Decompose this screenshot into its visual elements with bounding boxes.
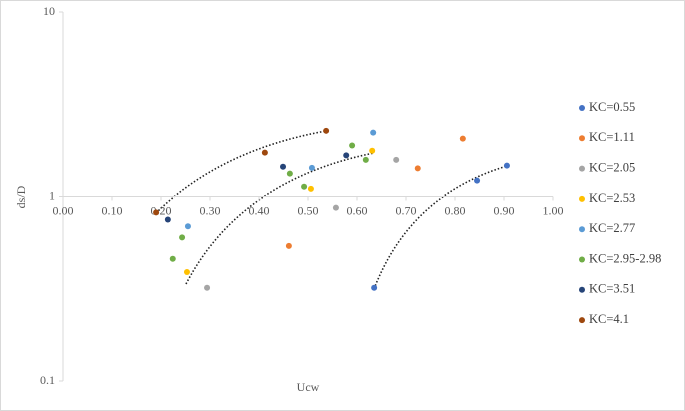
x-tick-label: 0.80 [445, 203, 466, 217]
point [393, 156, 400, 163]
legend-marker [579, 165, 585, 172]
point [459, 135, 466, 142]
point [261, 149, 268, 156]
legend-marker [579, 226, 585, 233]
x-tick-label: 0.70 [396, 203, 417, 217]
trendline [373, 165, 508, 290]
point [323, 127, 330, 134]
point [164, 216, 171, 223]
y-tick-label: 0.1 [40, 373, 55, 387]
legend-label: KC=2.95-2.98 [589, 251, 661, 265]
x-tick-label: 0.30 [200, 203, 221, 217]
point [343, 152, 350, 159]
point [369, 147, 376, 154]
y-tick-label: 10 [43, 4, 55, 18]
legend-marker [579, 286, 585, 293]
legend-marker [579, 195, 585, 202]
legend-marker [579, 105, 585, 111]
point [179, 234, 186, 241]
y-tick-label: 1 [49, 188, 55, 202]
legend-label: KC=2.77 [589, 221, 635, 235]
y-axis-title: ds/D [14, 185, 28, 208]
point [183, 268, 190, 275]
point [474, 177, 481, 184]
trendline [155, 130, 327, 214]
point [184, 223, 191, 230]
point [308, 164, 315, 171]
legend-label: KC=4.1 [589, 312, 629, 326]
point [370, 129, 377, 136]
trendline [185, 152, 375, 285]
point [280, 163, 287, 170]
legend-marker [579, 256, 585, 263]
x-axis-title: Ucw [297, 380, 320, 394]
legend-label: KC=0.55 [589, 100, 635, 114]
legend-label: KC=2.53 [589, 191, 635, 205]
x-tick-label: 1.00 [543, 203, 564, 217]
x-tick-label: 0.90 [494, 203, 515, 217]
x-tick-label: 0.60 [347, 203, 368, 217]
legend-label: KC=2.05 [589, 160, 635, 174]
x-tick-label: 0.40 [249, 203, 270, 217]
point [285, 242, 292, 249]
x-tick-label: 0.50 [298, 203, 319, 217]
point [301, 183, 308, 190]
point [286, 170, 293, 177]
point [204, 284, 211, 291]
point [307, 185, 314, 192]
legend-marker [579, 135, 585, 142]
point [169, 255, 176, 262]
legend-label: KC=1.11 [589, 130, 635, 144]
point [503, 162, 510, 169]
point [349, 142, 356, 149]
point [362, 156, 369, 163]
point [153, 209, 160, 216]
trendlines [155, 130, 508, 290]
point [332, 204, 339, 211]
x-tick-label: 0.20 [151, 203, 172, 217]
x-tick-label: 0.10 [102, 203, 123, 217]
x-tick-label: 0.00 [53, 203, 74, 217]
legend-label: KC=3.51 [589, 282, 635, 296]
point [371, 284, 378, 291]
point [414, 165, 421, 172]
legend-marker [579, 317, 585, 324]
